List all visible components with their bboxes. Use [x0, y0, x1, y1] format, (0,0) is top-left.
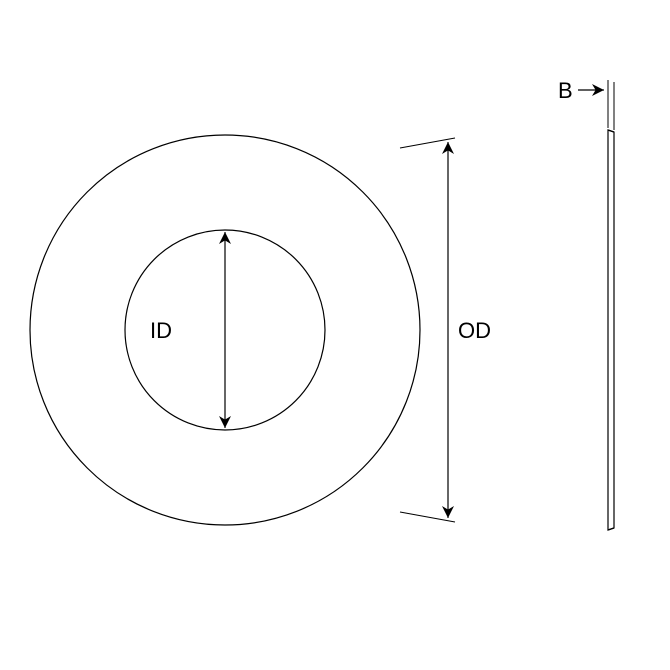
washer-diagram: ID OD B [0, 0, 670, 670]
od-extension-top [400, 138, 455, 148]
side-view-profile [608, 130, 614, 530]
od-extension-bottom [400, 512, 455, 522]
id-label: ID [150, 318, 172, 344]
od-label: OD [458, 318, 491, 344]
side-view-bottom-edge [608, 528, 614, 530]
side-view-top-edge [608, 130, 614, 132]
b-label: B [558, 78, 573, 104]
